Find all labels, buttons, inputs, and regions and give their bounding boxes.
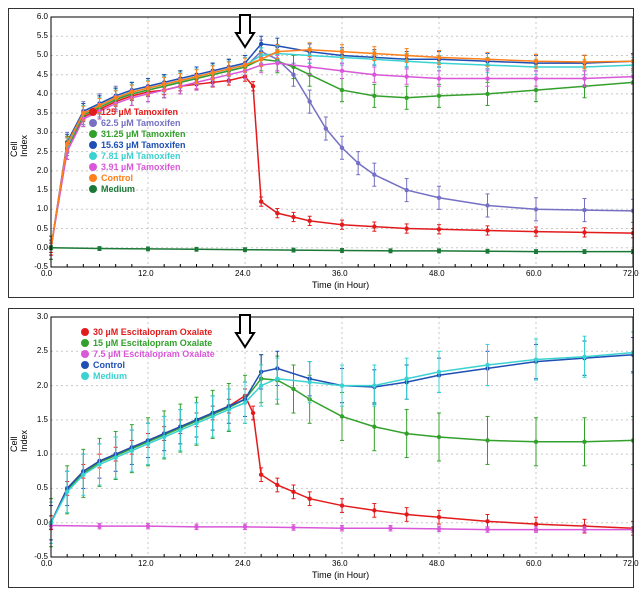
- y-tick-label: 1.0: [37, 204, 48, 213]
- y-tick-label: 1.0: [37, 449, 48, 458]
- legend-marker-icon: [81, 339, 89, 347]
- legend-item: 125 µM Tamoxifen: [89, 107, 186, 117]
- chart-bottom: 0.012.024.036.048.060.072.0-0.50.00.51.0…: [8, 308, 634, 588]
- x-tick-label: 12.0: [138, 269, 154, 278]
- legend-label: Control: [101, 173, 133, 183]
- y-tick-label: 3.0: [37, 127, 48, 136]
- legend-item: 3.91 µM Tamoxifen: [89, 162, 186, 172]
- legend-label: Control: [93, 360, 125, 370]
- y-tick-label: 1.5: [37, 415, 48, 424]
- y-tick-label: -0.5: [34, 262, 48, 271]
- y-tick-label: 2.0: [37, 166, 48, 175]
- legend-label: 15.63 µM Tamoxifen: [101, 140, 186, 150]
- legend-marker-icon: [89, 174, 97, 182]
- legend-item: 7.81 µM Tamoxifen: [89, 151, 186, 161]
- legend-marker-icon: [89, 152, 97, 160]
- treatment-arrow-icon: [234, 13, 256, 49]
- legend-marker-icon: [89, 141, 97, 149]
- y-tick-label: 0.5: [37, 483, 48, 492]
- x-tick-label: 12.0: [138, 559, 154, 568]
- legend-item: Medium: [89, 184, 186, 194]
- legend-item: 62.5 µM Tamoxifen: [89, 118, 186, 128]
- legend-marker-icon: [89, 163, 97, 171]
- legend-item: Control: [89, 173, 186, 183]
- legend-item: Medium: [81, 371, 215, 381]
- legend-label: 15 µM Escitalopram Oxalate: [93, 338, 212, 348]
- x-tick-label: 72.0: [623, 559, 639, 568]
- legend-label: 30 µM Escitalopram Oxalate: [93, 327, 212, 337]
- legend-item: 31.25 µM Tamoxifen: [89, 129, 186, 139]
- y-tick-label: 2.5: [37, 147, 48, 156]
- y-tick-label: 1.5: [37, 185, 48, 194]
- x-tick-label: 24.0: [235, 269, 251, 278]
- x-tick-label: 36.0: [332, 269, 348, 278]
- x-tick-label: 36.0: [332, 559, 348, 568]
- x-tick-label: 48.0: [429, 269, 445, 278]
- legend-marker-icon: [89, 119, 97, 127]
- y-tick-label: 2.5: [37, 346, 48, 355]
- y-tick-label: 4.5: [37, 70, 48, 79]
- treatment-arrow-icon: [234, 313, 256, 349]
- chart-top: 0.012.024.036.048.060.072.0-0.50.00.51.0…: [8, 8, 634, 298]
- y-tick-label: 4.0: [37, 89, 48, 98]
- y-tick-label: 0.5: [37, 224, 48, 233]
- legend-label: Medium: [93, 371, 127, 381]
- y-tick-label: 2.0: [37, 381, 48, 390]
- legend-label: 125 µM Tamoxifen: [101, 107, 178, 117]
- y-tick-label: 3.0: [37, 312, 48, 321]
- y-tick-label: -0.5: [34, 552, 48, 561]
- legend-item: 7.5 µM Escitalopram Oxalate: [81, 349, 215, 359]
- x-axis-label: Time (in Hour): [312, 570, 369, 580]
- legend-marker-icon: [81, 372, 89, 380]
- x-tick-label: 72.0: [623, 269, 639, 278]
- legend-label: 62.5 µM Tamoxifen: [101, 118, 181, 128]
- x-axis-label: Time (in Hour): [312, 280, 369, 290]
- y-axis-label: Cell Index: [9, 432, 29, 452]
- legend-label: 3.91 µM Tamoxifen: [101, 162, 181, 172]
- legend-marker-icon: [89, 130, 97, 138]
- legend-marker-icon: [81, 328, 89, 336]
- x-tick-label: 48.0: [429, 559, 445, 568]
- legend-item: Control: [81, 360, 215, 370]
- y-tick-label: 3.5: [37, 108, 48, 117]
- y-tick-label: 5.5: [37, 31, 48, 40]
- legend-label: 7.5 µM Escitalopram Oxalate: [93, 349, 215, 359]
- x-tick-label: 24.0: [235, 559, 251, 568]
- legend-marker-icon: [89, 108, 97, 116]
- x-tick-label: 60.0: [526, 269, 542, 278]
- legend-item: 15.63 µM Tamoxifen: [89, 140, 186, 150]
- legend-marker-icon: [89, 185, 97, 193]
- legend-label: Medium: [101, 184, 135, 194]
- legend: 30 µM Escitalopram Oxalate15 µM Escitalo…: [81, 327, 215, 382]
- y-tick-label: 5.0: [37, 50, 48, 59]
- legend-marker-icon: [81, 361, 89, 369]
- legend-item: 15 µM Escitalopram Oxalate: [81, 338, 215, 348]
- legend: 125 µM Tamoxifen62.5 µM Tamoxifen31.25 µ…: [89, 107, 186, 195]
- x-tick-label: 60.0: [526, 559, 542, 568]
- y-tick-label: 0.0: [37, 243, 48, 252]
- legend-label: 7.81 µM Tamoxifen: [101, 151, 181, 161]
- legend-marker-icon: [81, 350, 89, 358]
- y-tick-label: 0.0: [37, 518, 48, 527]
- y-tick-label: 6.0: [37, 12, 48, 21]
- y-axis-label: Cell Index: [9, 137, 29, 157]
- legend-item: 30 µM Escitalopram Oxalate: [81, 327, 215, 337]
- legend-label: 31.25 µM Tamoxifen: [101, 129, 186, 139]
